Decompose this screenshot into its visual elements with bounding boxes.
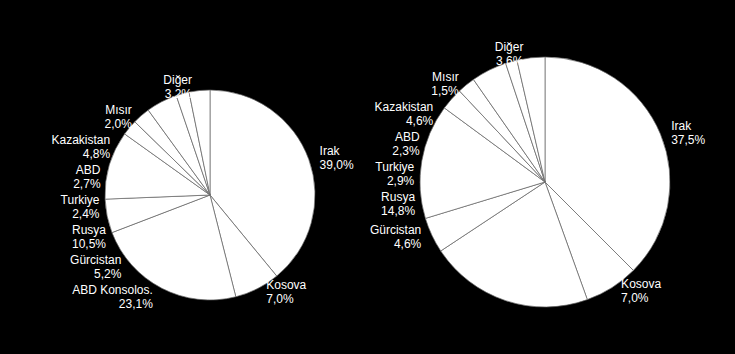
svg-text:37,5%: 37,5%	[671, 133, 705, 147]
svg-text:5,2%: 5,2%	[94, 267, 122, 281]
svg-text:Irak: Irak	[320, 144, 341, 158]
svg-text:4,6%: 4,6%	[406, 114, 434, 128]
svg-text:2,7%: 2,7%	[73, 177, 101, 191]
svg-text:Mısır: Mısır	[105, 103, 132, 117]
svg-text:2,9%: 2,9%	[387, 174, 415, 188]
svg-text:7,0%: 7,0%	[621, 291, 649, 305]
svg-text:Kosova: Kosova	[266, 278, 306, 292]
svg-text:Turkiye: Turkiye	[375, 160, 414, 174]
svg-text:2,0%: 2,0%	[105, 117, 133, 131]
svg-text:ABD Konsolos.: ABD Konsolos.	[72, 283, 153, 297]
svg-text:2,4%: 2,4%	[72, 207, 100, 221]
svg-text:Gürcistan: Gürcistan	[70, 253, 121, 267]
svg-text:Turkiye: Turkiye	[61, 193, 100, 207]
svg-text:3,2%: 3,2%	[165, 87, 193, 101]
svg-text:14,8%: 14,8%	[381, 204, 415, 218]
svg-text:2,3%: 2,3%	[392, 144, 420, 158]
svg-text:Rusya: Rusya	[381, 190, 415, 204]
svg-text:Irak: Irak	[671, 119, 692, 133]
svg-text:7,0%: 7,0%	[266, 292, 294, 306]
svg-text:Diğer: Diğer	[163, 73, 192, 87]
svg-text:3,6%: 3,6%	[496, 54, 524, 68]
svg-text:ABD: ABD	[395, 130, 420, 144]
svg-text:Gürcistan: Gürcistan	[370, 223, 421, 237]
svg-text:4,8%: 4,8%	[83, 147, 111, 161]
svg-text:Kazakistan: Kazakistan	[375, 100, 434, 114]
svg-text:23,1%: 23,1%	[119, 297, 153, 311]
svg-text:Rusya: Rusya	[72, 223, 106, 237]
svg-text:Diğer: Diğer	[495, 40, 524, 54]
svg-text:1,5%: 1,5%	[431, 84, 459, 98]
svg-text:Kosova: Kosova	[621, 277, 661, 291]
svg-text:4,6%: 4,6%	[394, 237, 422, 251]
svg-text:Mısır: Mısır	[432, 70, 459, 84]
svg-text:39,0%: 39,0%	[320, 158, 354, 172]
svg-text:ABD: ABD	[76, 163, 101, 177]
svg-text:10,5%: 10,5%	[72, 237, 106, 251]
svg-text:Kazakistan: Kazakistan	[52, 133, 111, 147]
